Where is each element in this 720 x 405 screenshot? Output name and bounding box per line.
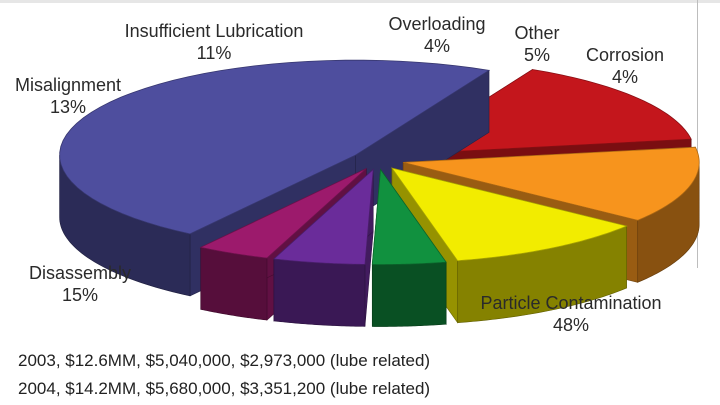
label-misalignment-pct: 13% <box>49 97 87 117</box>
label-insufficient-lubrication-name: Insufficient Lubrication <box>124 21 304 41</box>
slice-top-insufficient-lubrication <box>391 167 628 262</box>
slice-other <box>272 168 374 327</box>
label-misalignment-name: Misalignment <box>14 75 122 95</box>
label-insufficient-lubrication-pct: 11% <box>196 43 232 63</box>
slice-overloading <box>371 168 447 327</box>
note-line-2004: 2004, $14.2MM, $5,680,000, $3,351,200 (l… <box>18 379 431 398</box>
label-other-pct: 5% <box>523 45 550 65</box>
label-particle-contamination-name: Particle Contamination <box>480 293 662 313</box>
right-border <box>697 0 698 268</box>
label-disassembly-name: Disassembly <box>28 263 132 283</box>
label-insufficient-lubrication: Insufficient Lubrication 11% <box>125 20 304 64</box>
slice-top-other <box>272 168 374 265</box>
slice-top-misalignment <box>403 146 700 221</box>
label-other: Other 5% <box>514 22 559 66</box>
label-disassembly: Disassembly 15% <box>29 262 131 306</box>
label-particle-contamination-pct: 48% <box>552 315 590 335</box>
slice-top-corrosion <box>199 168 367 259</box>
label-overloading: Overloading 4% <box>388 13 485 57</box>
note-line-2003: 2003, $12.6MM, $5,040,000, $2,973,000 (l… <box>18 351 431 370</box>
label-other-name: Other <box>514 23 560 43</box>
slice-rim-corrosion-1 <box>200 246 268 321</box>
label-corrosion-name: Corrosion <box>585 45 665 65</box>
label-corrosion-pct: 4% <box>611 67 638 87</box>
slice-top-overloading <box>371 168 447 265</box>
slice-rim-overloading-1 <box>371 261 447 327</box>
label-corrosion: Corrosion 4% <box>586 44 664 88</box>
label-overloading-name: Overloading <box>388 14 486 34</box>
top-border <box>0 0 720 3</box>
slice-rim-other-1 <box>273 258 366 327</box>
label-misalignment: Misalignment 13% <box>15 74 121 118</box>
label-overloading-pct: 4% <box>423 36 450 56</box>
label-disassembly-pct: 15% <box>61 285 99 305</box>
slice-top-particle-contamination <box>59 59 491 235</box>
label-particle-contamination: Particle Contamination 48% <box>480 292 661 336</box>
